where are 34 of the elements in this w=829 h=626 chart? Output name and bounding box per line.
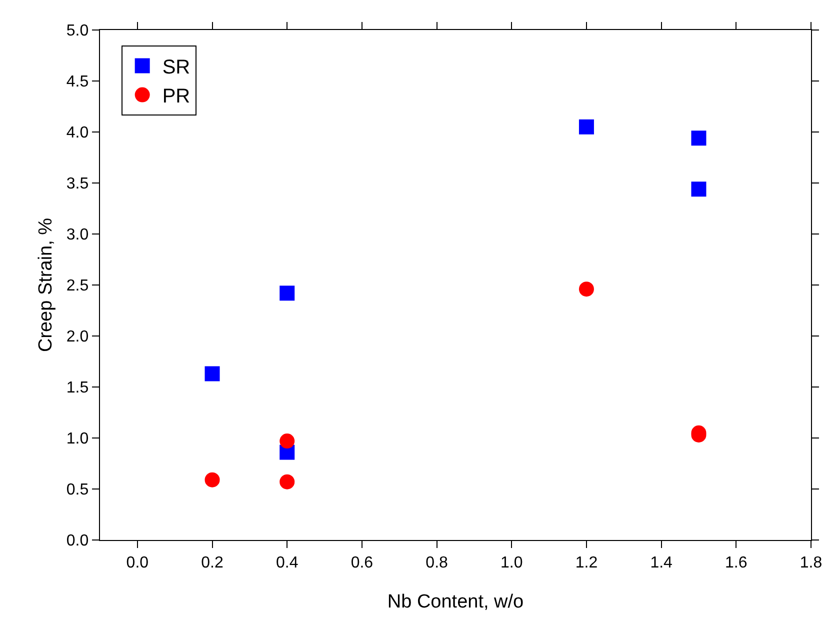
point [691, 130, 706, 146]
y-tick-label: 3.5 [66, 176, 89, 193]
point [280, 434, 295, 449]
point [280, 474, 295, 490]
y-tick-label: 1.5 [66, 380, 89, 397]
x-tick-label: 1.6 [725, 554, 748, 572]
legend-label: PR [162, 86, 190, 108]
y-tick-label: 4.5 [66, 74, 89, 91]
y-tick-label: 2.5 [66, 278, 89, 295]
y-tick-label: 4.0 [66, 124, 89, 142]
y-tick-label: 2.0 [66, 328, 89, 346]
y-axis-title: Creep Strain, % [36, 218, 57, 352]
x-tick-label: 0.6 [350, 554, 374, 572]
x-tick-label: 1.0 [500, 554, 523, 572]
point [204, 472, 220, 488]
legend-label: SR [162, 56, 190, 79]
y-tick-label: 3.0 [66, 226, 89, 244]
point [578, 119, 594, 134]
x-tick-label: 0.0 [126, 554, 149, 572]
y-tick-label: 0.0 [66, 532, 89, 550]
x-tick-label: 1.4 [650, 554, 673, 572]
y-tick-label: 0.5 [66, 482, 89, 499]
x-tick-label: 1.2 [575, 554, 598, 572]
point [691, 182, 706, 197]
point [204, 366, 220, 382]
x-tick-label: 0.2 [201, 554, 224, 572]
x-axis-title: Nb Content, w/o [387, 591, 524, 612]
x-tick-label: 0.4 [276, 554, 298, 572]
x-tick-label: 0.8 [426, 554, 448, 572]
y-tick-label: 5.0 [66, 22, 89, 40]
y-tick-label: 1.0 [66, 430, 89, 448]
x-tick-label: 1.8 [800, 554, 822, 572]
point [578, 282, 594, 297]
point [280, 286, 295, 301]
